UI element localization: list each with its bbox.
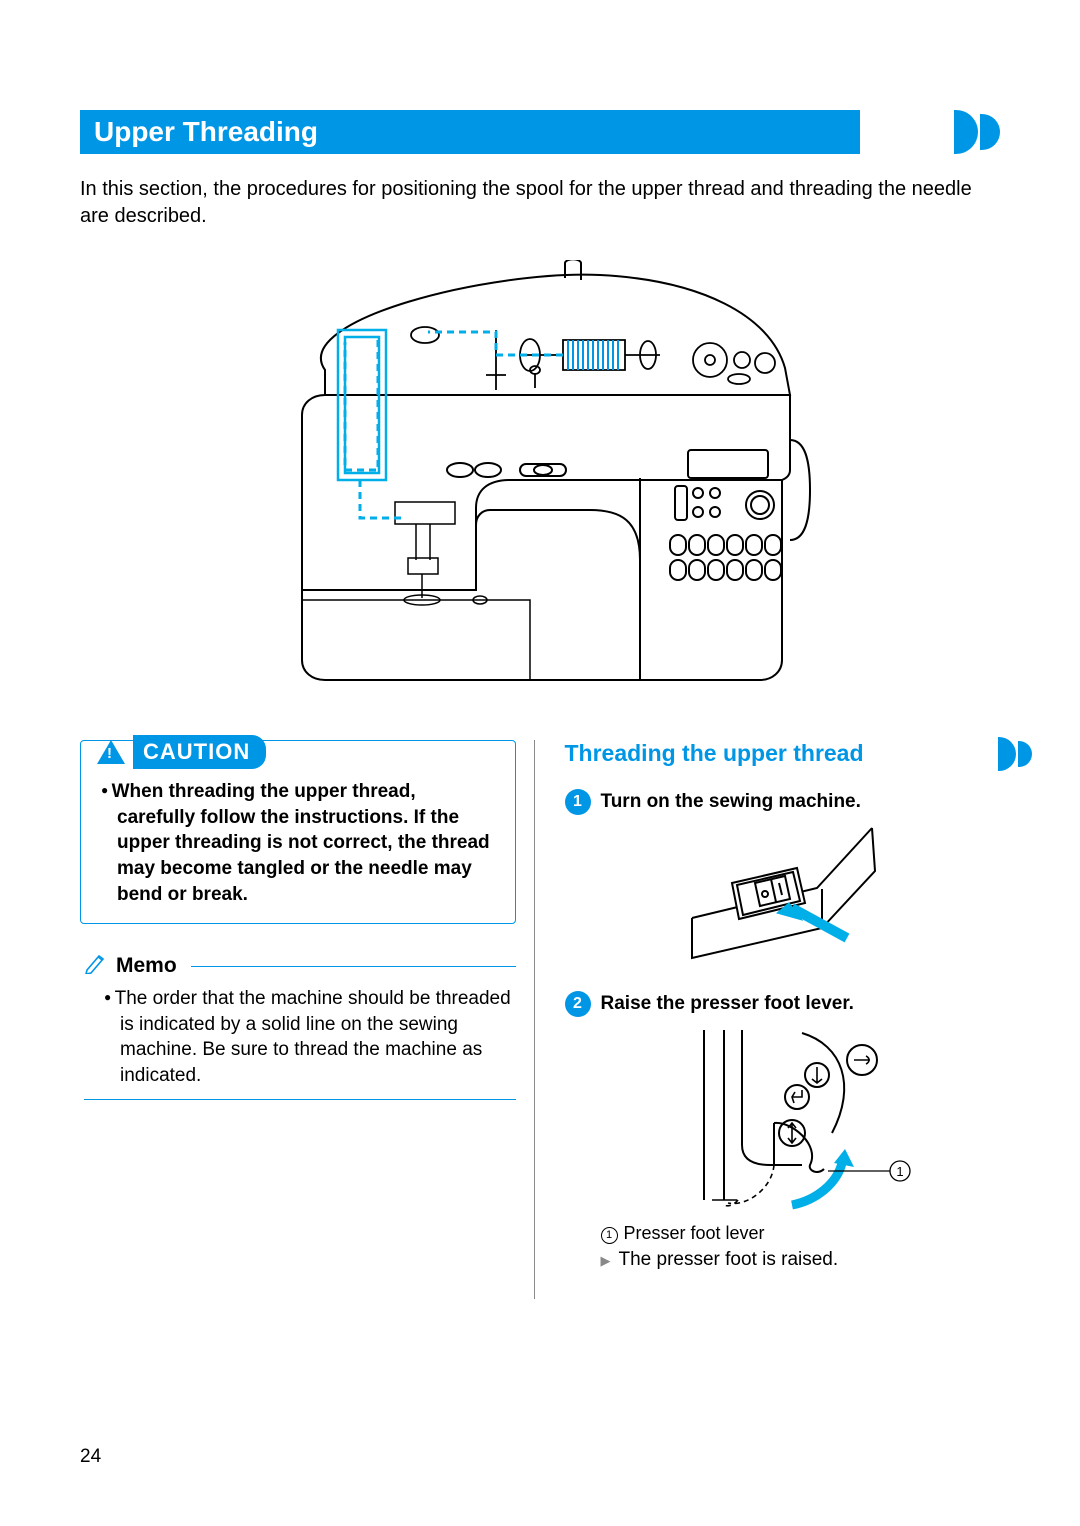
memo-block: Memo The order that the machine should b…: [80, 952, 516, 1100]
title-decor: [954, 110, 1000, 154]
subheading-text: Threading the upper thread: [565, 740, 864, 767]
step-1-figure: [565, 823, 1001, 963]
caution-box: CAUTION When threading the upper thread,…: [80, 740, 516, 924]
step-2-figure: 1: [565, 1025, 1001, 1215]
memo-label: Memo: [116, 954, 177, 978]
memo-pencil-icon: [84, 952, 108, 980]
machine-diagram: [80, 260, 1000, 690]
section-title: Upper Threading: [94, 116, 318, 148]
callout-number: 1: [601, 1227, 618, 1244]
step-2-callout: 1 Presser foot lever: [565, 1223, 1001, 1245]
step-2: 2 Raise the presser foot lever.: [565, 991, 1001, 1271]
step-2-result: The presser foot is raised.: [565, 1249, 1001, 1271]
caution-label: CAUTION: [133, 735, 266, 769]
subheading-decor: [998, 737, 1032, 771]
step-1-number: 1: [565, 789, 591, 815]
page-number: 24: [80, 1446, 101, 1468]
subheading-bar: Threading the upper thread: [565, 740, 1001, 767]
step-1: 1 Turn on the sewing machine.: [565, 789, 1001, 963]
caution-triangle-icon: [97, 740, 125, 764]
section-title-bar: Upper Threading: [80, 110, 1000, 154]
title-bar-bg: Upper Threading: [80, 110, 860, 154]
step-1-title: Turn on the sewing machine.: [601, 789, 861, 813]
svg-text:1: 1: [897, 1164, 904, 1179]
intro-text: In this section, the procedures for posi…: [80, 176, 1000, 230]
callout-text: Presser foot lever: [624, 1223, 765, 1243]
step-2-title: Raise the presser foot lever.: [601, 991, 854, 1015]
step-2-number: 2: [565, 991, 591, 1017]
memo-body: The order that the machine should be thr…: [84, 986, 516, 1100]
caution-body: When threading the upper thread, careful…: [97, 779, 499, 907]
